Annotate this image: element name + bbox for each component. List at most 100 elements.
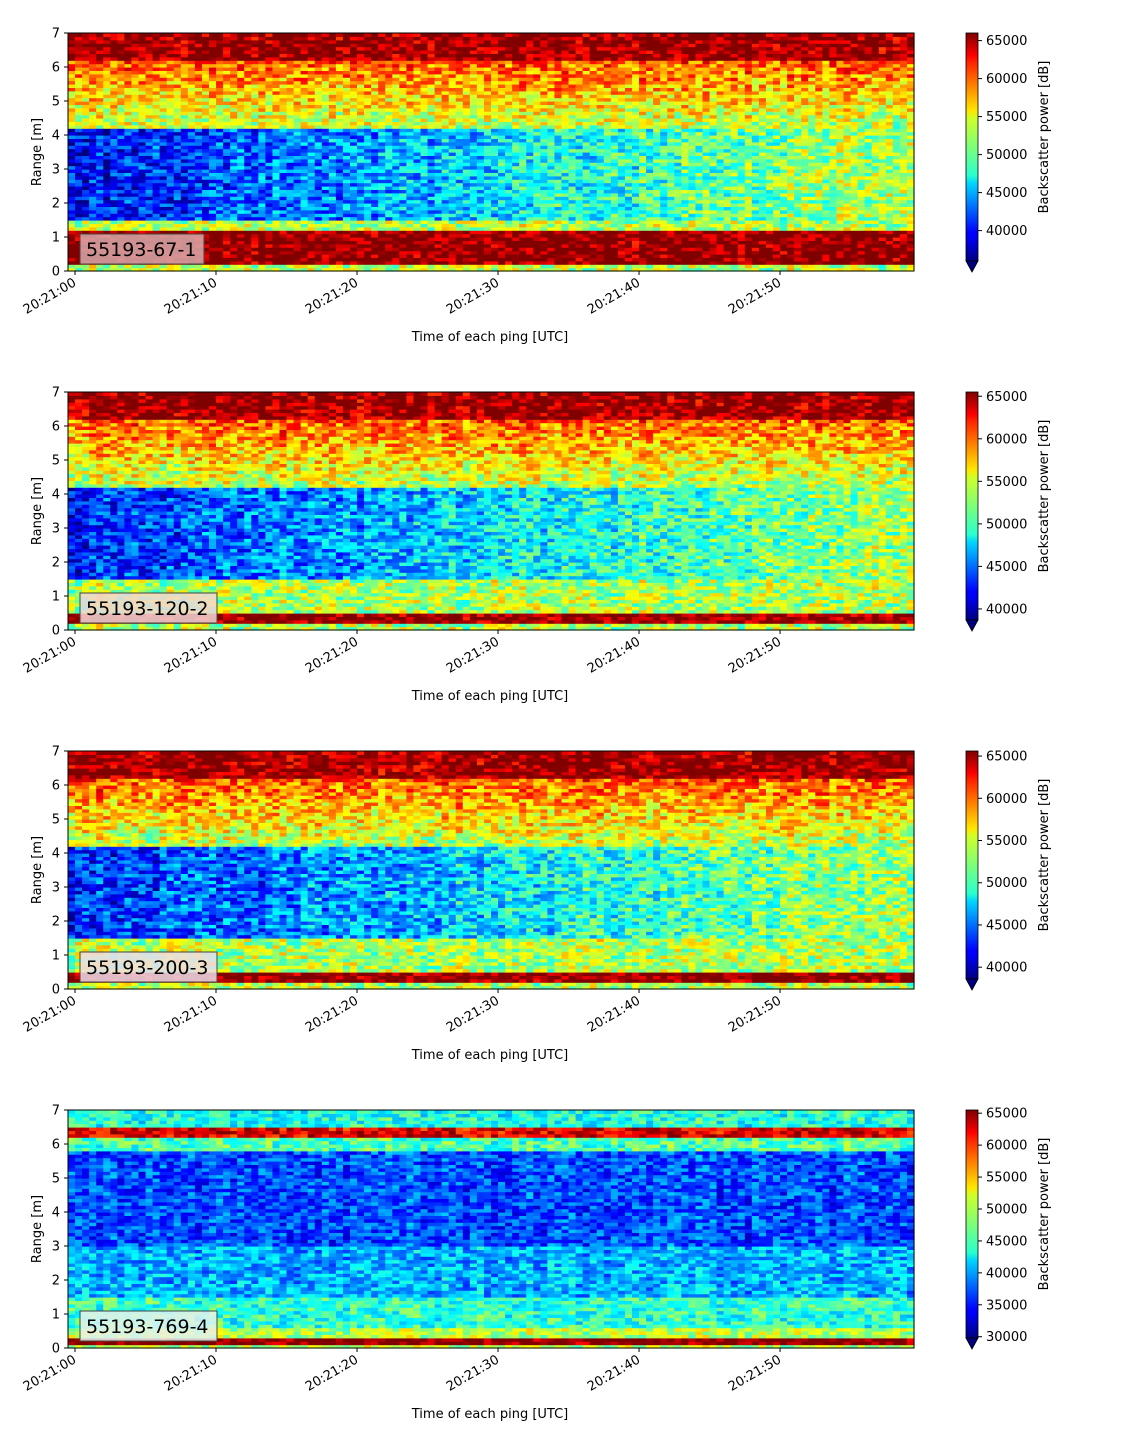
heatmap-cell bbox=[470, 244, 478, 248]
heatmap-cell bbox=[89, 132, 97, 136]
heatmap-cell bbox=[82, 176, 90, 180]
heatmap-cell bbox=[202, 142, 210, 146]
heatmap-cell bbox=[329, 210, 337, 214]
heatmap-cell bbox=[350, 142, 358, 146]
heatmap-cell bbox=[258, 149, 266, 153]
heatmap-cell bbox=[139, 193, 147, 197]
heatmap-cell bbox=[230, 132, 238, 136]
heatmap-cell bbox=[392, 193, 400, 197]
heatmap-cell bbox=[428, 149, 436, 153]
heatmap-cell bbox=[449, 176, 457, 180]
heatmap-cell bbox=[75, 176, 83, 180]
heatmap-cell bbox=[244, 234, 252, 238]
heatmap-cell bbox=[223, 33, 231, 37]
heatmap-cell bbox=[181, 183, 189, 187]
heatmap-cell bbox=[82, 149, 90, 153]
heatmap-cell bbox=[181, 264, 189, 268]
heatmap-cell bbox=[160, 176, 168, 180]
heatmap-cell bbox=[216, 149, 224, 153]
heatmap-cell bbox=[96, 132, 104, 136]
heatmap-cell bbox=[322, 132, 330, 136]
heatmap-cell bbox=[456, 217, 464, 221]
heatmap-cell bbox=[209, 217, 217, 221]
heatmap-cell bbox=[251, 217, 259, 221]
heatmap-cell bbox=[181, 200, 189, 204]
heatmap-cell bbox=[421, 176, 429, 180]
heatmap-cell bbox=[315, 159, 323, 163]
heatmap-cell bbox=[428, 33, 436, 37]
heatmap-cell bbox=[463, 159, 471, 163]
heatmap-cell bbox=[139, 264, 147, 268]
heatmap-cell bbox=[322, 166, 330, 170]
heatmap-cell bbox=[287, 193, 295, 197]
heatmap-cell bbox=[272, 227, 280, 231]
heatmap-cell bbox=[421, 159, 429, 163]
heatmap-cell bbox=[230, 149, 238, 153]
heatmap-cell bbox=[449, 251, 457, 255]
heatmap-cell bbox=[364, 210, 372, 214]
heatmap-cell bbox=[82, 183, 90, 187]
heatmap-cell bbox=[385, 217, 393, 221]
heatmap-cell bbox=[336, 33, 344, 37]
heatmap-cell bbox=[244, 132, 252, 136]
heatmap-cell bbox=[350, 159, 358, 163]
heatmap-cell bbox=[463, 33, 471, 37]
heatmap-cell bbox=[251, 227, 259, 231]
heatmap-cell bbox=[343, 234, 351, 238]
heatmap-cell bbox=[463, 234, 471, 238]
heatmap-cell bbox=[237, 166, 245, 170]
heatmap-cell bbox=[287, 234, 295, 238]
heatmap-cell bbox=[442, 183, 450, 187]
heatmap-cell bbox=[103, 210, 111, 214]
heatmap-cell bbox=[223, 227, 231, 231]
heatmap-cell bbox=[357, 234, 365, 238]
heatmap-cell bbox=[357, 210, 365, 214]
heatmap-cell bbox=[181, 166, 189, 170]
heatmap-cell bbox=[463, 193, 471, 197]
heatmap-cell bbox=[287, 227, 295, 231]
heatmap-cell bbox=[456, 132, 464, 136]
heatmap-cell bbox=[202, 149, 210, 153]
heatmap-cell bbox=[188, 264, 196, 268]
heatmap-cell bbox=[449, 193, 457, 197]
heatmap-cell bbox=[167, 227, 175, 231]
heatmap-cell bbox=[442, 217, 450, 221]
heatmap-cell bbox=[371, 244, 379, 248]
heatmap-cell bbox=[110, 200, 118, 204]
heatmap-cell bbox=[103, 193, 111, 197]
heatmap-cell bbox=[89, 142, 97, 146]
heatmap-cell bbox=[146, 193, 154, 197]
heatmap-cell bbox=[272, 142, 280, 146]
heatmap-cell bbox=[343, 183, 351, 187]
heatmap-cell bbox=[428, 183, 436, 187]
heatmap-cell bbox=[103, 227, 111, 231]
heatmap-cell bbox=[209, 200, 217, 204]
heatmap-cell bbox=[75, 264, 83, 268]
heatmap-cell bbox=[364, 159, 372, 163]
heatmap-cell bbox=[223, 149, 231, 153]
heatmap-cell bbox=[350, 193, 358, 197]
heatmap-cell bbox=[160, 142, 168, 146]
heatmap-cell bbox=[421, 33, 429, 37]
heatmap-cell bbox=[463, 217, 471, 221]
heatmap-cell bbox=[82, 132, 90, 136]
heatmap-cell bbox=[202, 210, 210, 214]
heatmap-cell bbox=[322, 217, 330, 221]
heatmap-cell bbox=[244, 244, 252, 248]
heatmap-cell bbox=[209, 227, 217, 231]
heatmap-cell bbox=[470, 193, 478, 197]
heatmap-cell bbox=[280, 217, 288, 221]
heatmap-cell bbox=[209, 264, 217, 268]
heatmap-cell bbox=[146, 176, 154, 180]
heatmap-cell bbox=[195, 33, 203, 37]
heatmap-cell bbox=[237, 159, 245, 163]
heatmap-cell bbox=[294, 142, 302, 146]
heatmap-cell bbox=[124, 33, 132, 37]
heatmap-cell bbox=[406, 132, 414, 136]
heatmap-cell bbox=[357, 159, 365, 163]
heatmap-cell bbox=[329, 217, 337, 221]
heatmap-cell bbox=[216, 200, 224, 204]
heatmap-cell bbox=[428, 159, 436, 163]
heatmap-cell bbox=[89, 193, 97, 197]
heatmap-cell bbox=[117, 217, 125, 221]
